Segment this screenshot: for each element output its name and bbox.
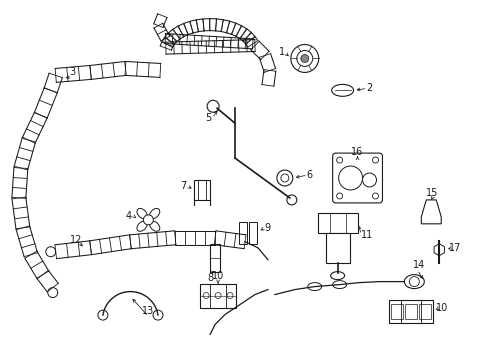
Bar (405, 303, 416, 319)
Text: 1: 1 (278, 48, 285, 58)
Text: 10: 10 (435, 302, 447, 312)
Bar (239, 222, 246, 244)
Bar (248, 222, 256, 244)
Circle shape (280, 174, 288, 182)
Bar (317, 213, 357, 233)
Ellipse shape (404, 275, 424, 289)
Bar (388, 300, 432, 323)
Text: 12: 12 (69, 235, 81, 245)
Circle shape (226, 293, 233, 298)
Text: 7: 7 (180, 181, 186, 191)
Ellipse shape (149, 221, 160, 231)
Text: 4: 4 (125, 211, 131, 221)
Circle shape (336, 193, 342, 199)
Circle shape (290, 45, 318, 72)
Text: 2: 2 (366, 84, 372, 93)
Text: 17: 17 (448, 243, 461, 253)
Circle shape (408, 276, 419, 287)
Text: 14: 14 (412, 260, 425, 270)
Ellipse shape (307, 283, 321, 291)
Text: 6: 6 (306, 170, 312, 180)
Text: 16: 16 (351, 147, 363, 157)
Circle shape (203, 293, 209, 298)
Text: 13: 13 (142, 306, 154, 316)
Text: 5: 5 (204, 113, 211, 123)
Text: 10: 10 (211, 271, 224, 281)
Text: 3: 3 (69, 67, 76, 77)
Bar (419, 303, 430, 319)
Text: 15: 15 (425, 188, 438, 198)
Circle shape (207, 100, 219, 112)
Circle shape (300, 54, 308, 62)
Circle shape (276, 170, 292, 186)
Circle shape (296, 50, 312, 67)
Ellipse shape (137, 221, 147, 231)
Ellipse shape (330, 272, 344, 280)
Circle shape (362, 173, 376, 187)
Circle shape (46, 247, 56, 257)
Circle shape (153, 310, 163, 320)
Circle shape (98, 310, 108, 320)
Text: 8: 8 (206, 273, 213, 283)
Circle shape (372, 157, 378, 163)
Text: 11: 11 (361, 230, 373, 240)
Circle shape (215, 293, 221, 298)
Ellipse shape (332, 280, 346, 289)
Bar (390, 303, 403, 319)
Circle shape (336, 157, 342, 163)
Circle shape (143, 215, 153, 225)
Bar (210, 244, 220, 272)
Circle shape (372, 193, 378, 199)
Ellipse shape (137, 208, 147, 219)
Ellipse shape (149, 208, 160, 219)
Polygon shape (433, 244, 444, 256)
Polygon shape (421, 200, 440, 224)
FancyBboxPatch shape (332, 153, 382, 203)
Circle shape (48, 288, 58, 298)
Ellipse shape (331, 84, 353, 96)
Circle shape (286, 195, 296, 205)
Circle shape (338, 166, 362, 190)
Text: 9: 9 (264, 223, 270, 233)
Bar (325, 233, 349, 263)
Bar (194, 180, 210, 200)
Bar (200, 284, 236, 307)
